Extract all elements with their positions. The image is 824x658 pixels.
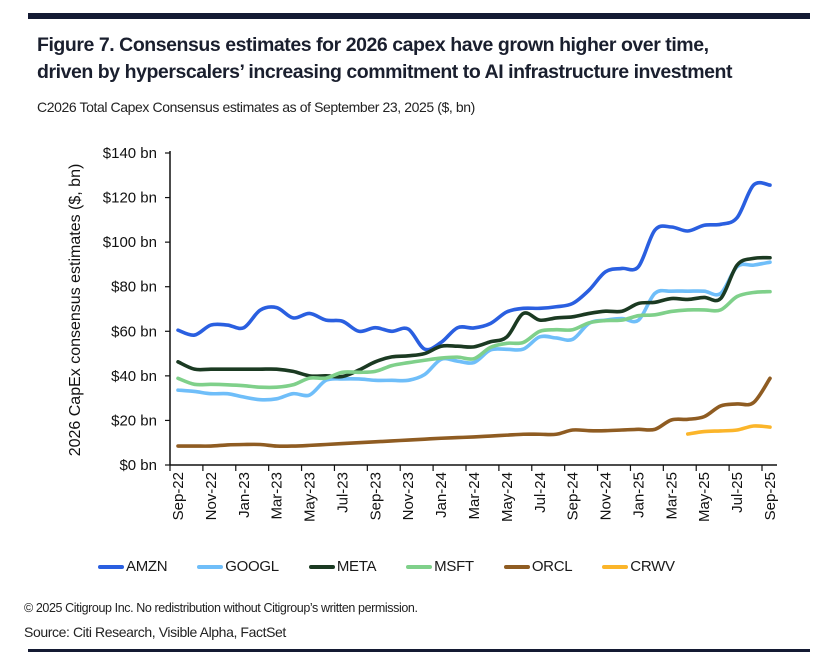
series-line-amzn: [176, 180, 772, 352]
legend-label: ORCL: [531, 558, 573, 575]
x-tick-label: Sep-23: [367, 472, 384, 520]
legend-label: MSFT: [434, 558, 474, 575]
legend-item-amzn: AMZN: [98, 558, 168, 575]
y-tick-label: $20 bn: [111, 412, 157, 429]
x-tick-label: Mar-23: [269, 472, 286, 520]
bottom-rule: [28, 649, 810, 652]
series-line-orcl: [176, 376, 772, 449]
series-lines: [176, 180, 772, 449]
y-tick-label: $100 bn: [103, 234, 157, 251]
subtitle: C2026 Total Capex Consensus estimates as…: [37, 99, 475, 115]
line-chart: $0 bn $20 bn $40 bn $60 bn $80 bn $100 bn $120…: [67, 145, 779, 522]
y-tick-label: $60 bn: [111, 323, 157, 340]
x-tick-label: Sep-25: [762, 472, 779, 520]
legend-swatch: [197, 564, 224, 569]
x-tick-label: Jul-25: [729, 472, 746, 513]
legend-label: META: [336, 558, 377, 575]
x-tick-label: Jan-23: [236, 472, 253, 518]
x-tick-label: Jul-24: [532, 472, 549, 513]
figure-title: Figure 7. Consensus estimates for 2026 c…: [37, 32, 732, 86]
legend-item-orcl: ORCL: [503, 558, 573, 575]
x-tick-label: Nov-24: [598, 472, 615, 520]
legend-swatch: [503, 564, 530, 569]
title-line-1: Figure 7. Consensus estimates for 2026 c…: [37, 34, 709, 56]
legend: AMZN GOOGL META MSFT ORCL CRWV: [98, 558, 705, 575]
y-axis-label: 2026 CapEx consensus estimates ($, bn): [67, 164, 84, 457]
legend-swatch: [406, 564, 433, 569]
legend-item-meta: META: [308, 558, 377, 575]
legend-item-msft: MSFT: [406, 558, 474, 575]
x-tick-label: Sep-24: [565, 472, 582, 520]
x-tick-label: Nov-22: [203, 472, 220, 520]
x-tick-label: Sep-22: [170, 472, 187, 520]
x-tick-label: Mar-25: [663, 472, 680, 520]
legend-label: CRWV: [630, 558, 675, 575]
title-line-2: driven by hyperscalers’ increasing commi…: [37, 61, 733, 83]
copyright-note: © 2025 Citigroup Inc. No redistribution …: [24, 601, 418, 615]
x-axis: Sep-22 Nov-22 Jan-23 Mar-23 May-23 Jul-23 Sep-…: [169, 464, 779, 522]
x-tick-label: Jan-25: [630, 472, 647, 518]
series-line-msft: [176, 289, 772, 390]
y-tick-label: $120 bn: [103, 190, 157, 207]
legend-swatch: [98, 564, 124, 569]
x-tick-label: May-24: [499, 472, 516, 522]
legend-swatch: [308, 564, 335, 569]
legend-label: AMZN: [126, 558, 168, 575]
y-tick-label: $40 bn: [111, 368, 157, 385]
legend-label: GOOGL: [225, 558, 279, 575]
top-rule: [28, 13, 810, 19]
legend-item-googl: GOOGL: [197, 558, 279, 575]
x-tick-label: Jul-23: [334, 472, 351, 513]
series-line-meta: [176, 255, 772, 379]
legend-swatch: [602, 564, 629, 569]
x-tick-label: May-23: [302, 472, 319, 522]
y-tick-label: $80 bn: [111, 279, 157, 296]
y-tick-label: $140 bn: [103, 145, 157, 162]
legend-item-crwv: CRWV: [602, 558, 675, 575]
x-tick-label: Mar-24: [466, 472, 483, 520]
y-axis: $0 bn $20 bn $40 bn $60 bn $80 bn $100 bn $120…: [103, 145, 171, 474]
x-tick-label: Nov-23: [400, 472, 417, 520]
x-tick-label: Jan-24: [433, 472, 450, 518]
y-tick-label: $0 bn: [119, 457, 157, 474]
series-line-googl: [176, 260, 772, 402]
x-tick-label: May-25: [696, 472, 713, 522]
series-line-crwv: [685, 424, 772, 436]
source-note: Source: Citi Research, Visible Alpha, Fa…: [24, 624, 286, 640]
